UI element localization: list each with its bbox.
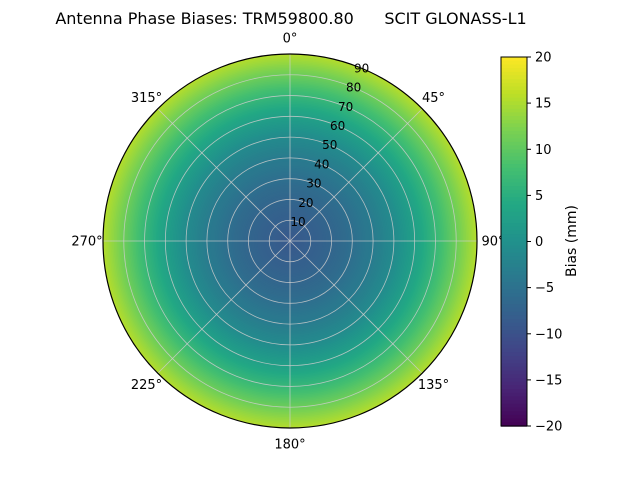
radial-tick-label: 90 — [354, 61, 369, 75]
colorbar-tick-label: −15 — [535, 373, 562, 388]
theta-tick-label: 315° — [131, 91, 162, 106]
radial-tick-label: 60 — [330, 119, 345, 133]
theta-tick-label: 225° — [131, 378, 162, 393]
polar-grid — [103, 54, 477, 428]
radial-tick-label: 10 — [290, 215, 305, 229]
radial-tick-label: 40 — [314, 157, 329, 171]
theta-tick-label: 90° — [481, 235, 504, 250]
radial-tick-label: 70 — [338, 100, 353, 114]
colorbar-tick-label: 15 — [535, 97, 552, 112]
radial-tick-label: 20 — [298, 196, 313, 210]
colorbar-tick-label: 0 — [535, 235, 543, 250]
theta-tick-label: 45° — [422, 91, 445, 106]
theta-tick-label: 135° — [418, 378, 449, 393]
colorbar-tick-label: 10 — [535, 143, 552, 158]
radial-tick-label: 30 — [306, 177, 321, 191]
colorbar-tick-label: −20 — [535, 420, 562, 435]
colorbar-label: Bias (mm) — [564, 205, 580, 277]
theta-tick-labels: 0° 45° 90° 135° 180° 225° 270° 315° — [71, 32, 504, 453]
theta-tick-label: 270° — [71, 235, 102, 250]
radial-tick-labels: 10 20 30 40 50 60 70 80 90 — [290, 61, 369, 229]
colorbar-tick-label: −5 — [535, 281, 554, 296]
radial-tick-label: 80 — [346, 81, 361, 95]
theta-tick-label: 0° — [283, 32, 298, 47]
colorbar-tick-label: −10 — [535, 327, 562, 342]
colorbar: 20 15 10 5 0 −5 −10 −15 −20 Bias (mm) — [500, 51, 580, 435]
polar-spine — [102, 53, 478, 429]
radial-tick-label: 50 — [322, 138, 337, 152]
chart-title: Antenna Phase Biases: TRM59800.80 SCIT G… — [55, 9, 527, 28]
colorbar-tick-label: 5 — [535, 189, 543, 204]
colorbar-tick-label: 20 — [535, 51, 552, 66]
theta-tick-label: 180° — [274, 438, 305, 453]
